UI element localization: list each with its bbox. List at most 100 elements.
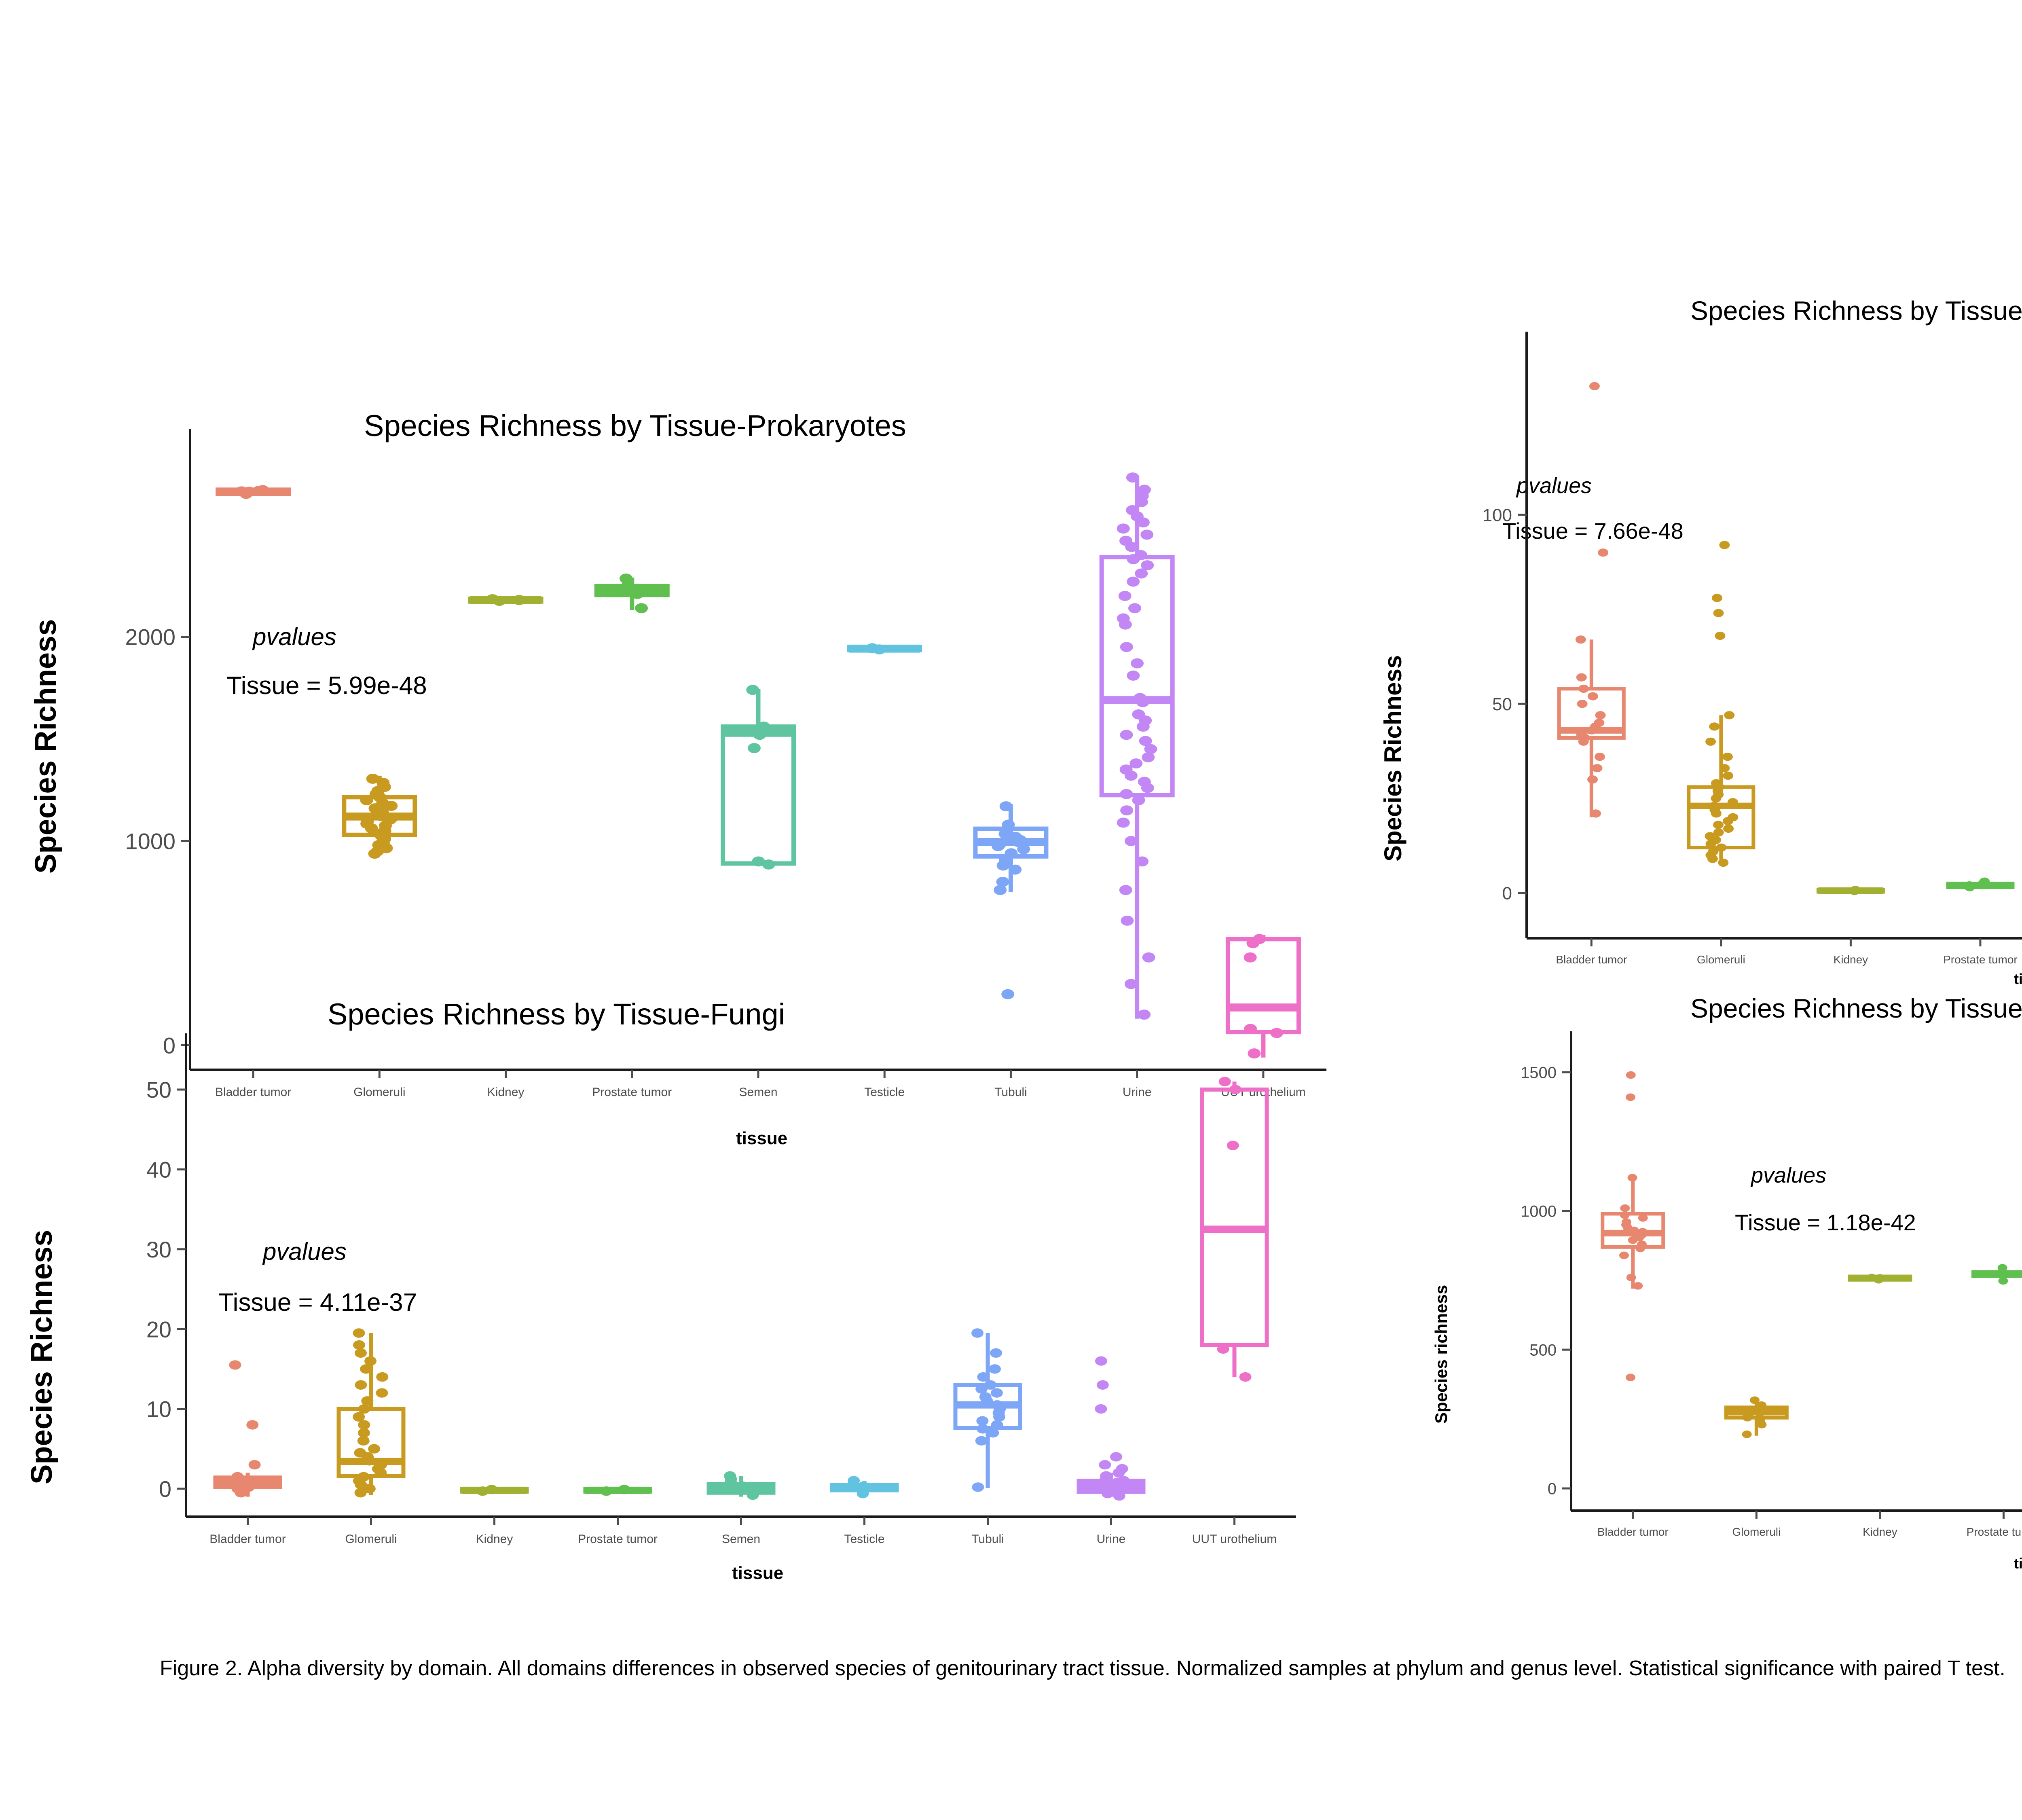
y-tick-label: 0: [1502, 884, 1512, 904]
x-category-label: Semen: [739, 1086, 777, 1099]
data-point: [993, 1412, 1005, 1422]
boxplot-glomeruli: [342, 773, 417, 859]
data-point: [1144, 744, 1157, 754]
data-point: [999, 801, 1013, 812]
data-point: [1742, 1430, 1752, 1438]
x-category-label: Testicle: [864, 1086, 905, 1099]
boxplot-kidney: [1816, 886, 1885, 895]
pvalues-label-fungi: pvalues: [263, 1238, 347, 1265]
y-tick-label: 500: [1529, 1342, 1557, 1359]
y-tick-label: 10: [146, 1397, 171, 1422]
data-point: [1127, 554, 1140, 565]
pvalues-text-viruses: Tissue = 1.18e-42: [1735, 1210, 1916, 1235]
data-point: [857, 1481, 870, 1491]
data-point: [1244, 1024, 1257, 1034]
pvalues-text-protozoa: Tissue = 7.66e-48: [1502, 518, 1684, 544]
x-category-label: Glomeruli: [1732, 1526, 1781, 1538]
data-point: [1979, 877, 1990, 886]
y-tick-label: 1500: [1521, 1064, 1557, 1082]
data-point: [1127, 670, 1140, 681]
data-point: [1120, 642, 1133, 652]
data-point: [1227, 1141, 1239, 1150]
data-point: [1102, 1489, 1114, 1498]
data-point: [1715, 631, 1726, 640]
x-axis-title-fungi: tissue: [732, 1563, 784, 1583]
data-point: [1722, 753, 1733, 761]
data-point: [1719, 764, 1730, 772]
data-point: [1727, 798, 1738, 806]
y-tick-label: 30: [146, 1237, 171, 1262]
data-point: [1627, 1174, 1637, 1182]
x-category-label: UUT urothelium: [1192, 1532, 1277, 1546]
plot-area-protozoa: 0 50 100 Bladder tumor Glomeruli Kidney Prosta…: [1483, 332, 2022, 966]
data-point: [991, 1420, 1003, 1430]
data-point: [1017, 844, 1030, 855]
x-category-label: Tubuli: [994, 1086, 1027, 1099]
data-point: [368, 1444, 381, 1454]
data-point: [1009, 864, 1022, 875]
figure-caption: Figure 2. Alpha diversity by domain. All…: [160, 1657, 2005, 1680]
data-point: [988, 1364, 1001, 1374]
data-point: [866, 643, 879, 654]
data-point: [600, 1486, 613, 1496]
data-point: [1718, 858, 1729, 867]
plot-area-viruses: 0 500 1000 1500 Bladder tumor Glomeruli Kidney…: [1521, 1031, 2022, 1538]
x-category-label: Prostate tumor: [1943, 953, 2018, 966]
data-point: [1626, 1071, 1636, 1079]
data-point: [992, 841, 1005, 851]
boxplot-uut-urothelium: [1225, 934, 1301, 1059]
data-point: [1113, 1491, 1125, 1501]
data-point: [1576, 673, 1587, 681]
data-point: [376, 1388, 388, 1398]
data-point: [1635, 1244, 1646, 1253]
data-point: [1598, 548, 1609, 557]
data-point: [365, 823, 378, 834]
data-point: [729, 1484, 742, 1494]
data-point: [1218, 1077, 1231, 1086]
data-point: [1705, 737, 1716, 746]
data-point: [1711, 794, 1722, 803]
data-point: [752, 856, 765, 867]
data-point: [355, 1380, 367, 1390]
data-point: [1132, 795, 1145, 805]
data-point: [229, 1360, 241, 1370]
data-point: [635, 603, 648, 614]
data-point: [1724, 711, 1735, 720]
data-point: [848, 1476, 860, 1486]
data-point: [987, 1428, 999, 1438]
data-point: [1587, 775, 1598, 784]
x-category-label: Testicle: [844, 1532, 884, 1546]
data-point: [1248, 1048, 1261, 1059]
pvalues-text-fungi: Tissue = 4.11e-37: [218, 1289, 417, 1316]
data-point: [358, 1420, 370, 1430]
data-point: [994, 885, 1007, 895]
data-point: [1619, 1251, 1629, 1259]
data-point: [1229, 1085, 1242, 1094]
data-point: [1113, 1468, 1125, 1478]
data-point: [747, 743, 761, 753]
data-point: [996, 876, 1009, 887]
data-point: [1001, 989, 1015, 999]
data-point: [1713, 828, 1724, 837]
data-point: [1126, 472, 1139, 483]
data-point: [1095, 1404, 1107, 1414]
data-point: [1705, 840, 1716, 848]
data-point: [1135, 497, 1148, 507]
x-category-label: Prostate tumor: [592, 1086, 672, 1099]
boxplot-urine: [1099, 472, 1175, 1020]
data-point: [981, 1396, 993, 1406]
boxplot-glomeruli: [1687, 541, 1756, 867]
boxplot-prostate-tumor: [583, 1485, 652, 1496]
data-point: [1591, 809, 1601, 818]
data-point: [353, 1328, 365, 1338]
data-point: [1141, 560, 1154, 571]
data-point: [1120, 730, 1133, 740]
x-axis-title-protozoa: tissue: [2014, 971, 2022, 987]
data-point: [360, 795, 373, 805]
data-point: [1142, 952, 1155, 963]
data-point: [235, 1488, 247, 1498]
data-point: [1120, 805, 1134, 816]
boxplot-prostate-tumor: [594, 574, 670, 614]
data-point: [1723, 771, 1734, 780]
data-point: [1142, 752, 1155, 762]
